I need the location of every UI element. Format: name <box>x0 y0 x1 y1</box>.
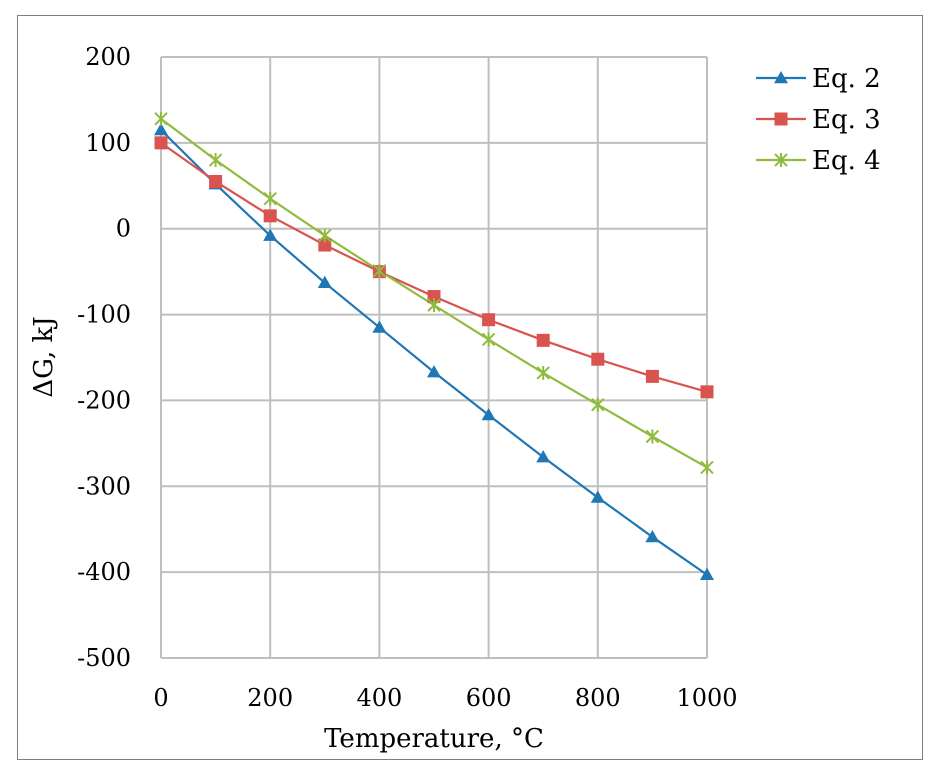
chart-frame <box>17 15 923 760</box>
y-tick-label: -200 <box>77 386 131 414</box>
data-point <box>427 365 441 378</box>
legend-label: Eq. 3 <box>812 105 881 135</box>
data-point <box>372 263 387 278</box>
data-point <box>591 352 605 366</box>
y-tick-label: 0 <box>116 215 131 243</box>
y-axis-title: ΔG, kJ <box>29 316 59 397</box>
data-point <box>427 290 441 304</box>
legend-marker <box>774 71 788 84</box>
x-tick-label: 800 <box>575 684 621 712</box>
data-point <box>154 111 168 126</box>
legend-item: Eq. 4 <box>756 146 881 176</box>
data-point <box>372 320 387 333</box>
y-tick-label: -400 <box>77 558 131 586</box>
y-tick-label: -500 <box>77 644 131 672</box>
data-point <box>700 385 714 399</box>
x-tick-label: 200 <box>247 684 293 712</box>
legend-item: Eq. 2 <box>756 64 881 94</box>
legend-label: Eq. 2 <box>812 64 881 94</box>
y-tick-label: 100 <box>85 129 131 157</box>
data-point <box>591 397 605 412</box>
y-tick-label: -100 <box>77 301 131 329</box>
data-point <box>318 238 332 252</box>
data-point <box>263 191 277 206</box>
data-point <box>536 450 551 463</box>
data-point <box>482 313 496 327</box>
data-point <box>481 408 496 421</box>
data-point <box>700 567 714 580</box>
data-point <box>700 460 714 475</box>
data-point <box>536 333 550 347</box>
y-tick-label: -300 <box>77 472 131 500</box>
legend-item: Eq. 3 <box>756 105 881 135</box>
x-axis-title: Temperature, °C <box>324 724 544 754</box>
data-point <box>318 228 332 243</box>
grid <box>161 56 708 658</box>
data-point <box>263 228 278 241</box>
series-lines <box>160 117 708 576</box>
legend-marker <box>774 112 788 126</box>
data-point <box>208 153 223 168</box>
legend: Eq. 2 Eq. 3 Eq. 4 <box>756 64 881 176</box>
data-point <box>263 209 277 223</box>
legend-label: Eq. 4 <box>812 146 881 176</box>
data-point <box>590 490 605 503</box>
x-tick-label: 0 <box>153 684 168 712</box>
data-point <box>645 529 660 543</box>
y-tick-label: 200 <box>85 43 131 71</box>
data-point <box>209 174 223 188</box>
legend-marker <box>774 153 788 167</box>
data-point <box>317 275 332 289</box>
x-tick-labels: 0 200 400 600 800 1000 <box>153 684 737 712</box>
data-point <box>645 369 659 383</box>
data-point <box>481 332 496 347</box>
data-point <box>536 365 550 380</box>
series-line <box>160 129 708 576</box>
data-point <box>645 429 660 444</box>
x-tick-label: 1000 <box>676 684 737 712</box>
series-markers <box>154 111 714 580</box>
axes <box>160 57 707 659</box>
data-point <box>427 298 441 313</box>
data-point <box>154 136 168 150</box>
x-tick-label: 600 <box>466 684 512 712</box>
data-point <box>154 122 168 136</box>
y-tick-labels: -500 -400 -300 -200 -100 0 100 200 <box>77 43 131 672</box>
x-tick-label: 400 <box>356 684 402 712</box>
